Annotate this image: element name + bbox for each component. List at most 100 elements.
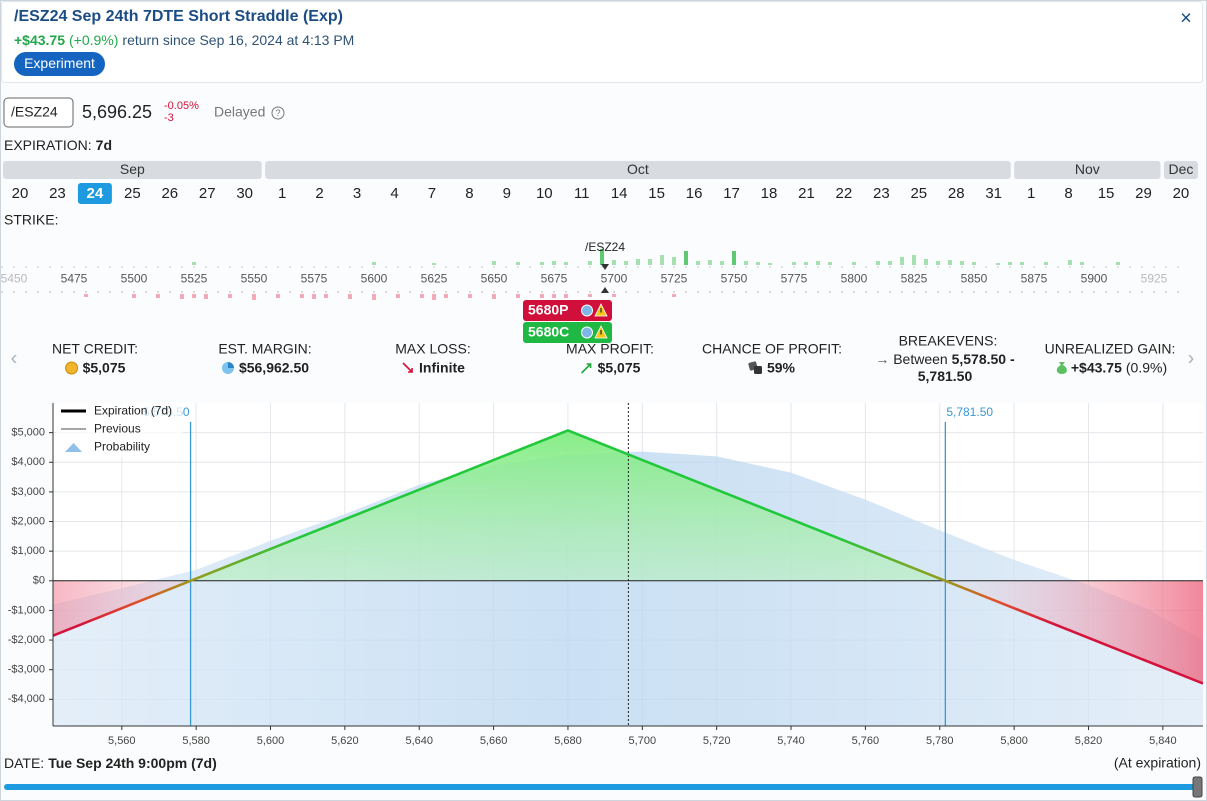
y-tick-label: -$1,000 xyxy=(8,604,45,616)
strike-label[interactable]: 5450 xyxy=(1,272,28,286)
day-button[interactable]: 16 xyxy=(686,185,703,202)
stat-value-main: $5,075 xyxy=(598,359,641,375)
call-bar xyxy=(432,263,436,265)
strike-label[interactable]: 5500 xyxy=(121,272,148,286)
symbol: /ESZ24 xyxy=(11,104,58,120)
stat-value: $56,962.50 xyxy=(239,359,309,375)
day-button[interactable]: 27 xyxy=(199,185,216,202)
call-bar xyxy=(552,261,556,265)
month-label: Dec xyxy=(1168,161,1193,177)
day-button[interactable]: 31 xyxy=(985,185,1002,202)
day-button[interactable]: 10 xyxy=(536,185,553,202)
day-button[interactable]: 9 xyxy=(503,185,511,202)
day-button[interactable]: 11 xyxy=(574,185,590,202)
put-bar xyxy=(132,294,136,298)
strike-label[interactable]: 5675 xyxy=(541,272,568,286)
strike-label[interactable]: 5775 xyxy=(781,272,808,286)
up-arrow-icon xyxy=(581,363,592,374)
call-bar xyxy=(852,262,856,265)
call-bar xyxy=(672,257,676,265)
call-bar xyxy=(516,262,520,265)
day-button[interactable]: 18 xyxy=(761,185,778,202)
day-button[interactable]: 25 xyxy=(124,185,141,202)
close-button[interactable]: × xyxy=(1180,7,1192,29)
put-bar xyxy=(312,294,316,299)
day-button[interactable]: 4 xyxy=(390,185,398,202)
put-bar xyxy=(252,294,256,300)
day-selected xyxy=(77,183,112,204)
x-tick-label: 5,800 xyxy=(1000,735,1028,747)
month-band xyxy=(265,161,1011,179)
stat-label: CHANCE OF PROFIT: xyxy=(702,341,842,357)
legend-swatch[interactable] xyxy=(65,443,82,452)
strike-label[interactable]: 5925 xyxy=(1141,272,1168,286)
day-button[interactable]: 23 xyxy=(49,185,66,202)
strike-label[interactable]: 5800 xyxy=(841,272,868,286)
strike-label[interactable]: 5750 xyxy=(721,272,748,286)
day-button[interactable]: 15 xyxy=(648,185,665,202)
date-slider[interactable] xyxy=(4,784,1196,790)
put-bar xyxy=(180,294,184,299)
day-button[interactable]: 26 xyxy=(161,185,178,202)
put-bar xyxy=(492,294,496,299)
strike-label[interactable]: 5900 xyxy=(1081,272,1108,286)
stat-value: $5,075 xyxy=(83,359,126,375)
strike-label[interactable]: 5475 xyxy=(61,272,88,286)
strike-label[interactable]: 5875 xyxy=(1021,272,1048,286)
day-button[interactable]: 2 xyxy=(315,185,323,202)
strike-label[interactable]: 5575 xyxy=(301,272,328,286)
day-button[interactable]: 21 xyxy=(798,185,815,202)
symbol-input[interactable] xyxy=(3,97,74,128)
strike-label[interactable]: 5825 xyxy=(901,272,928,286)
day-button[interactable]: 14 xyxy=(611,185,628,202)
strike-label[interactable]: 5700 xyxy=(601,272,628,286)
day-button[interactable]: 15 xyxy=(1098,185,1115,202)
strike-label[interactable]: 5725 xyxy=(661,272,688,286)
slider-handle[interactable] xyxy=(1192,776,1203,798)
day-button[interactable]: 20 xyxy=(12,185,29,202)
day-button[interactable]: 1 xyxy=(1027,185,1035,202)
day-button[interactable]: 7 xyxy=(428,185,436,202)
dice-icon xyxy=(753,366,762,374)
strike-label[interactable]: 5525 xyxy=(181,272,208,286)
day-button[interactable]: 29 xyxy=(1135,185,1152,202)
day-button[interactable]: 23 xyxy=(873,185,890,202)
legend-label[interactable]: Probability xyxy=(94,440,150,454)
return-line: +$43.75 (+0.9%) return since Sep 16, 2024 … xyxy=(14,32,354,48)
stat-value-box: → Between 5,578.50 - 5,781.50 xyxy=(875,351,1014,384)
call-bar xyxy=(624,261,628,265)
legend-label[interactable]: Previous xyxy=(94,422,141,436)
day-button[interactable]: 28 xyxy=(948,185,965,202)
strike-label[interactable]: 5625 xyxy=(421,272,448,286)
return-text: return since Sep 16, 2024 at 4:13 PM xyxy=(122,32,354,48)
put-bar xyxy=(324,294,328,298)
strike-label[interactable]: 5600 xyxy=(361,272,388,286)
put-bar xyxy=(552,294,556,298)
day-button[interactable]: 8 xyxy=(465,185,473,202)
legend-label[interactable]: Expiration (7d) xyxy=(94,404,172,418)
leg-label: 5680P xyxy=(528,302,568,318)
strike-label[interactable]: 5850 xyxy=(961,272,988,286)
help-icon[interactable] xyxy=(271,106,285,120)
day-button[interactable]: 3 xyxy=(353,185,361,202)
call-bar xyxy=(924,259,928,265)
day-button[interactable]: 20 xyxy=(1173,185,1190,202)
put-bar xyxy=(420,294,424,298)
day-button[interactable]: 17 xyxy=(723,185,740,202)
call-bar xyxy=(972,262,976,265)
nav-left[interactable]: ‹ xyxy=(11,347,18,369)
day-button[interactable]: 30 xyxy=(236,185,253,202)
day-button[interactable]: 22 xyxy=(836,185,853,202)
breakevens-prefix: Between xyxy=(893,351,948,367)
leg-dollar-icon xyxy=(581,326,593,339)
loss-area xyxy=(53,580,1203,684)
day-button[interactable]: 1 xyxy=(278,185,286,202)
day-button[interactable]: 8 xyxy=(1064,185,1072,202)
nav-right[interactable]: › xyxy=(1188,347,1195,369)
day-button[interactable]: 25 xyxy=(910,185,927,202)
strike-label[interactable]: 5650 xyxy=(481,272,508,286)
strike-label[interactable]: 5550 xyxy=(241,272,268,286)
day-button[interactable]: 24 xyxy=(87,185,104,202)
stat-value-main: $56,962.50 xyxy=(239,359,309,375)
